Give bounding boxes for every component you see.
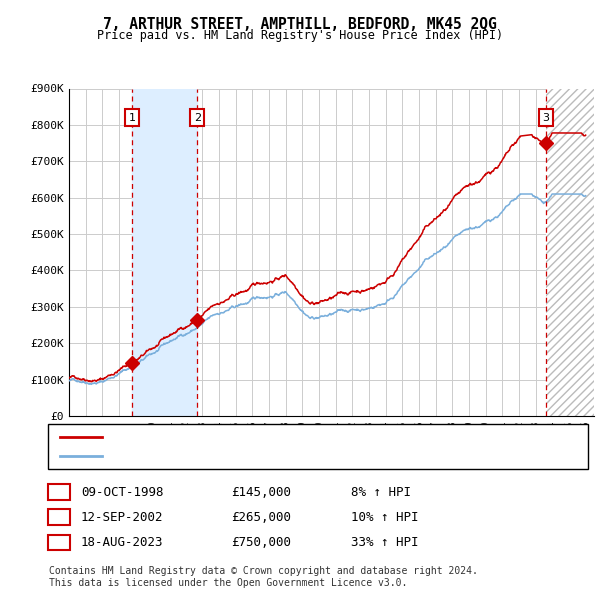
Text: 1: 1 bbox=[128, 113, 136, 123]
Text: 10% ↑ HPI: 10% ↑ HPI bbox=[351, 511, 419, 524]
Text: 09-OCT-1998: 09-OCT-1998 bbox=[81, 486, 163, 499]
Bar bbox=[546, 88, 594, 416]
Text: 8% ↑ HPI: 8% ↑ HPI bbox=[351, 486, 411, 499]
Text: 2: 2 bbox=[55, 511, 62, 524]
Text: £145,000: £145,000 bbox=[231, 486, 291, 499]
Text: 3: 3 bbox=[542, 113, 550, 123]
Text: Contains HM Land Registry data © Crown copyright and database right 2024.
This d: Contains HM Land Registry data © Crown c… bbox=[49, 566, 478, 588]
Text: 7, ARTHUR STREET, AMPTHILL, BEDFORD, MK45 2QG (detached house): 7, ARTHUR STREET, AMPTHILL, BEDFORD, MK4… bbox=[111, 432, 499, 442]
Text: Price paid vs. HM Land Registry's House Price Index (HPI): Price paid vs. HM Land Registry's House … bbox=[97, 30, 503, 42]
Bar bbox=[132, 88, 197, 416]
Text: 18-AUG-2023: 18-AUG-2023 bbox=[81, 536, 163, 549]
Text: 1: 1 bbox=[55, 486, 62, 499]
Text: HPI: Average price, detached house, Central Bedfordshire: HPI: Average price, detached house, Cent… bbox=[111, 451, 461, 461]
Text: £750,000: £750,000 bbox=[231, 536, 291, 549]
Text: 12-SEP-2002: 12-SEP-2002 bbox=[81, 511, 163, 524]
Text: 7, ARTHUR STREET, AMPTHILL, BEDFORD, MK45 2QG: 7, ARTHUR STREET, AMPTHILL, BEDFORD, MK4… bbox=[103, 17, 497, 31]
Text: 33% ↑ HPI: 33% ↑ HPI bbox=[351, 536, 419, 549]
Text: £265,000: £265,000 bbox=[231, 511, 291, 524]
Text: 2: 2 bbox=[194, 113, 201, 123]
Text: 3: 3 bbox=[55, 536, 62, 549]
